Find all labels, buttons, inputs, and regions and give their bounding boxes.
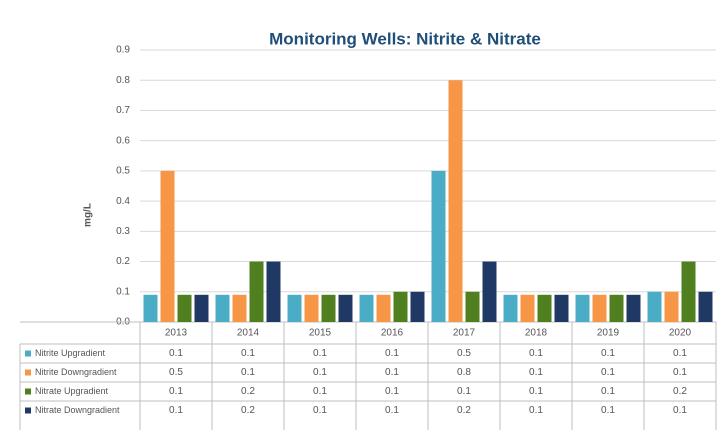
bar [681,261,696,322]
table-cell: 0.1 [169,386,183,397]
table-cell: 0.1 [529,386,543,397]
bar [160,170,175,322]
table-cell: 0.1 [385,367,399,378]
table-cell: 0.2 [241,405,255,416]
y-tick-label: 0.5 [116,166,130,177]
table-cell: 0.1 [601,348,615,359]
bar [359,294,374,322]
bar [482,261,497,322]
table-cell: 0.1 [529,367,543,378]
table-cell: 0.2 [673,386,687,397]
legend-swatch [25,407,31,414]
bar [304,294,319,322]
table-cell: 0.1 [601,367,615,378]
x-tick-label: 2013 [165,328,188,339]
bar [448,80,463,322]
bar [537,294,552,322]
bar [626,294,641,322]
bar [287,294,302,322]
bar [249,261,264,322]
bar [321,294,336,322]
table-cell: 0.1 [169,348,183,359]
table-cell: 0.1 [385,405,399,416]
table-cell: 0.1 [313,386,327,397]
table-cell: 0.1 [601,386,615,397]
bar [698,291,713,322]
table-cell: 0.1 [313,348,327,359]
table-cell: 0.1 [673,367,687,378]
table-cell: 0.1 [529,405,543,416]
legend-label: Nitrite Downgradient [35,367,117,377]
table-cell: 0.5 [457,348,471,359]
legend-label: Nitrate Downgradient [35,405,120,415]
table-cell: 0.1 [385,348,399,359]
bar [575,294,590,322]
legend-label: Nitrite Upgradient [35,348,106,358]
y-tick-label: 0.9 [116,45,130,56]
table-cell: 0.1 [313,405,327,416]
x-tick-label: 2014 [237,328,260,339]
bar [266,261,281,322]
y-tick-label: 0.6 [116,135,130,146]
y-axis-label: mg/L [83,203,94,227]
bar [232,294,247,322]
table-cell: 0.1 [601,405,615,416]
table-cell: 0.2 [241,386,255,397]
bar [554,294,569,322]
bar [503,294,518,322]
bar [465,291,480,322]
x-tick-label: 2015 [309,328,332,339]
bar [664,291,679,322]
bar [194,294,209,322]
legend-swatch [25,388,31,395]
y-tick-label: 0.1 [116,286,130,297]
legend-swatch [25,350,31,357]
table-cell: 0.8 [457,367,471,378]
bar [609,294,624,322]
bar [592,294,607,322]
bar [647,291,662,322]
table-cell: 0.1 [313,367,327,378]
table-cell: 0.2 [457,405,471,416]
x-tick-label: 2020 [669,328,692,339]
bar [177,294,192,322]
bar [393,291,408,322]
y-tick-label: 0.3 [116,226,130,237]
table-cell: 0.1 [385,386,399,397]
legend-swatch [25,369,31,376]
legend-label: Nitrate Upgradient [35,386,109,396]
table-cell: 0.1 [241,348,255,359]
bar [376,294,391,322]
table-cell: 0.1 [529,348,543,359]
x-tick-label: 2017 [453,328,476,339]
bar [143,294,158,322]
table-cell: 0.1 [169,405,183,416]
x-tick-label: 2019 [597,328,620,339]
bar [410,291,425,322]
bar [338,294,353,322]
bar [520,294,535,322]
y-tick-label: 0.4 [116,196,130,207]
table-cell: 0.1 [673,348,687,359]
bar [215,294,230,322]
table-cell: 0.1 [241,367,255,378]
y-tick-label: 0.2 [116,256,130,267]
table-cell: 0.5 [169,367,183,378]
x-tick-label: 2018 [525,328,548,339]
table-cell: 0.1 [673,405,687,416]
chart-title: Monitoring Wells: Nitrite & Nitrate [269,29,541,48]
x-tick-label: 2016 [381,328,404,339]
bar [431,170,446,322]
table-cell: 0.1 [457,386,471,397]
y-tick-label: 0.8 [116,75,130,86]
y-tick-label: 0.7 [116,105,130,116]
